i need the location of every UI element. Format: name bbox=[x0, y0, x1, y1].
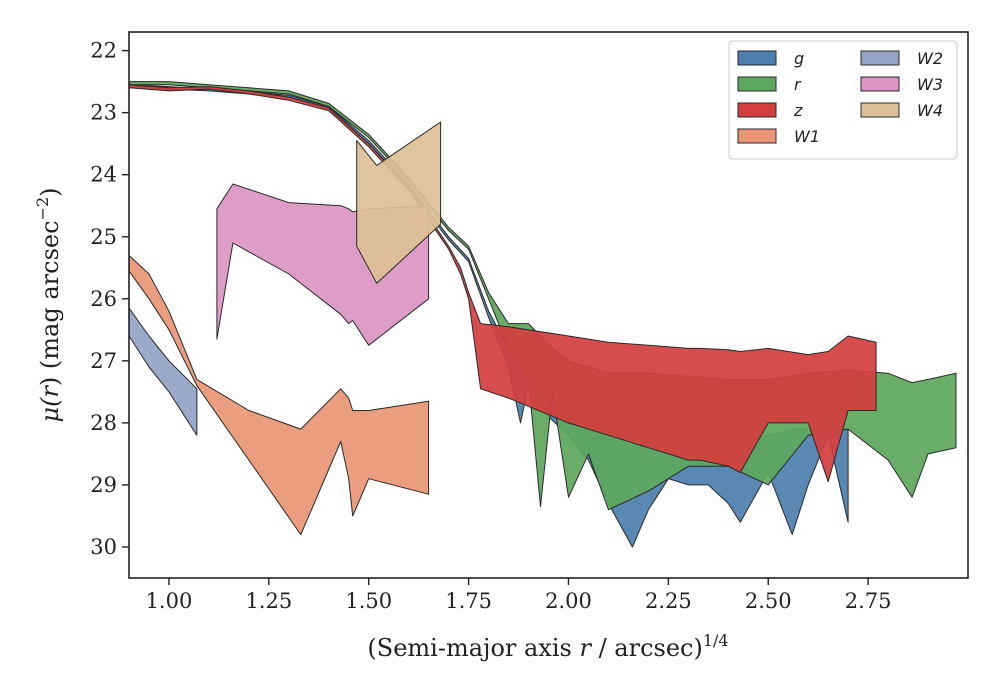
y-tick-label: 29 bbox=[90, 473, 117, 497]
x-tick-label: 1.25 bbox=[245, 589, 292, 613]
legend-label: W2 bbox=[917, 49, 943, 68]
legend-swatch bbox=[860, 76, 900, 92]
y-tick-label: 26 bbox=[90, 287, 117, 311]
x-axis-label: (Semi-major axis r / arcsec)1/4 bbox=[367, 631, 728, 662]
legend-item-w3: W3 bbox=[860, 75, 943, 94]
legend-swatch bbox=[737, 50, 777, 66]
legend-swatch bbox=[860, 50, 900, 66]
x-tick-label: 1.00 bbox=[146, 589, 193, 613]
x-tick-label: 1.50 bbox=[345, 589, 392, 613]
legend-swatch bbox=[860, 102, 900, 118]
y-tick-label: 25 bbox=[90, 225, 117, 249]
band-w1 bbox=[128, 254, 430, 536]
x-tick-label: 2.25 bbox=[645, 589, 692, 613]
legend-label: W1 bbox=[794, 127, 820, 146]
legend-item-z: z bbox=[737, 101, 803, 120]
y-axis-label: μ(r) (mag arcsec−2) bbox=[33, 187, 64, 422]
legend-label: r bbox=[794, 75, 802, 94]
legend-label: g bbox=[794, 49, 804, 68]
legend-item-r: r bbox=[737, 75, 802, 94]
y-tick-label: 23 bbox=[90, 101, 117, 125]
y-tick-label: 30 bbox=[90, 535, 117, 559]
band-w4 bbox=[356, 121, 442, 284]
legend-label: W3 bbox=[917, 75, 943, 94]
legend-swatch bbox=[737, 128, 777, 144]
legend-item-w1: W1 bbox=[737, 127, 820, 146]
band-w2 bbox=[128, 307, 198, 436]
band-g bbox=[128, 84, 849, 548]
x-tick-label: 2.00 bbox=[545, 589, 592, 613]
x-tick-label: 1.75 bbox=[445, 589, 492, 613]
legend-item-w2: W2 bbox=[860, 49, 943, 68]
x-tick-label: 2.75 bbox=[845, 589, 892, 613]
x-tick-label: 2.50 bbox=[745, 589, 792, 613]
legend-box bbox=[728, 40, 958, 160]
legend-swatch bbox=[737, 102, 777, 118]
legend-label: W4 bbox=[917, 101, 943, 120]
plot-frame bbox=[128, 31, 969, 579]
x-axis-ticks: 1.00 1.25 1.50 1.75 2.00 2.25 2.50 2.75 bbox=[146, 578, 892, 613]
y-tick-label: 22 bbox=[90, 39, 117, 63]
y-tick-label: 28 bbox=[90, 411, 117, 435]
legend-label: z bbox=[793, 101, 803, 120]
plot-areas bbox=[128, 81, 957, 548]
legend-item-g: g bbox=[737, 49, 804, 68]
legend: grz W1 W2 W3 W4 bbox=[728, 40, 958, 160]
y-tick-label: 24 bbox=[90, 163, 117, 187]
y-tick-label: 27 bbox=[90, 349, 117, 373]
y-axis-ticks: 22 23 24 25 26 27 28 29 30 bbox=[90, 39, 129, 559]
legend-swatch bbox=[737, 76, 777, 92]
legend-item-w4: W4 bbox=[860, 101, 943, 120]
